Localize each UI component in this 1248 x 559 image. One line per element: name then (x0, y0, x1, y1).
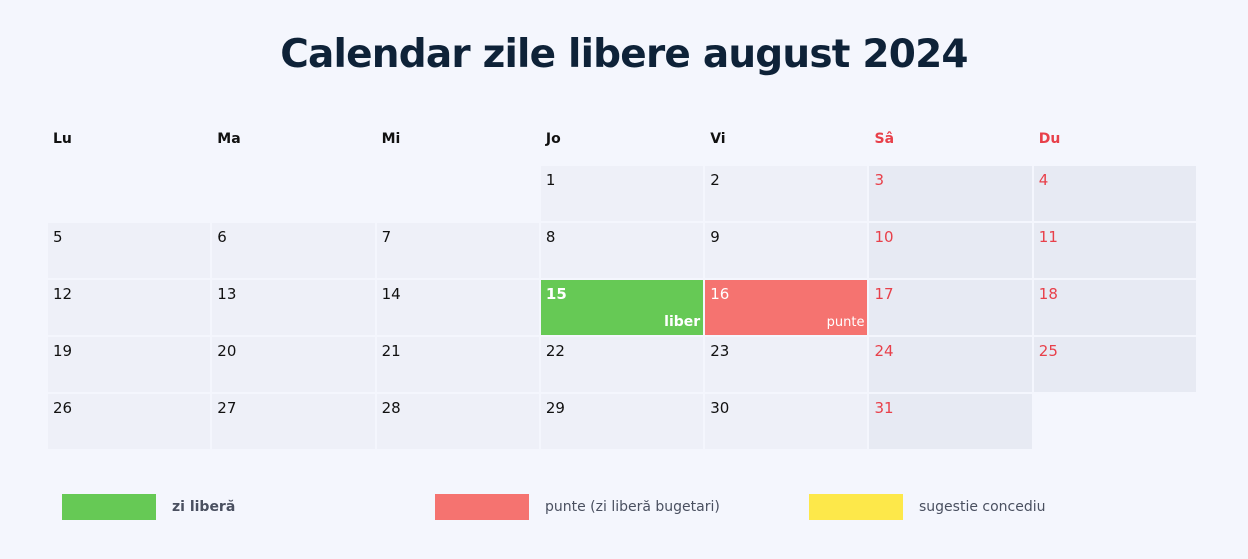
day-number: 21 (381, 342, 401, 360)
day-cell-19: 19 (48, 337, 211, 392)
day-cell-30: 30 (705, 394, 868, 449)
day-cell-27: 27 (212, 394, 375, 449)
legend-swatch-holiday (62, 494, 156, 520)
day-tag-holiday: liber (664, 314, 701, 330)
weekday-mi: Mi (381, 131, 401, 147)
day-number: 20 (217, 342, 237, 360)
weekday-jo: Jo (545, 131, 561, 147)
day-number: 6 (217, 228, 227, 246)
day-cell-7: 7 (376, 223, 539, 278)
empty-cell (212, 166, 374, 221)
day-cell-6: 6 (212, 223, 375, 278)
day-number: 13 (217, 285, 237, 303)
day-cell-26: 26 (48, 394, 211, 449)
day-number: 18 (1038, 285, 1058, 303)
legend-label-bridge: punte (zi liberă bugetari) (545, 499, 720, 515)
legend-swatch-vacation (809, 494, 903, 520)
day-cell-16: 16 punte (705, 280, 868, 335)
weekday-ma: Ma (217, 131, 241, 147)
day-cell-17: 17 (869, 280, 1032, 335)
legend-item-vacation: sugestie concediu (809, 494, 1046, 520)
day-number: 24 (874, 342, 894, 360)
day-number: 14 (381, 285, 401, 303)
empty-cell (377, 166, 539, 221)
day-number: 23 (710, 342, 730, 360)
day-cell-24: 24 (869, 337, 1032, 392)
weekday-vi: Vi (710, 131, 726, 147)
day-number: 8 (545, 228, 556, 246)
day-cell-12: 12 (48, 280, 211, 335)
calendar-grid: 1 2 3 4 5 6 7 8 9 10 11 12 13 14 15 liber 16 punte 17 18 19 2… (48, 166, 1197, 449)
day-number: 28 (381, 399, 401, 417)
day-number: 11 (1038, 228, 1058, 246)
day-number: 27 (217, 399, 237, 417)
day-number: 26 (53, 399, 73, 417)
day-cell-15: 15 liber (540, 280, 704, 335)
day-number: 19 (53, 342, 73, 360)
day-number: 31 (874, 399, 894, 417)
day-number: 12 (53, 285, 73, 303)
day-cell-10: 10 (869, 223, 1032, 278)
day-number: 10 (874, 228, 894, 246)
legend-item-holiday: zi liberă (62, 494, 235, 520)
weekday-du: Du (1038, 131, 1061, 147)
day-cell-20: 20 (212, 337, 375, 392)
day-number: 7 (381, 228, 392, 246)
day-cell-14: 14 (376, 280, 539, 335)
day-cell-3: 3 (869, 166, 1032, 221)
legend-label-vacation: sugestie concediu (919, 499, 1046, 515)
day-cell-8: 8 (540, 223, 704, 278)
day-number: 4 (1038, 171, 1049, 189)
day-cell-29: 29 (540, 394, 704, 449)
day-number: 25 (1038, 342, 1058, 360)
day-number: 16 (710, 285, 730, 303)
page-title: Calendar zile libere august 2024 (280, 32, 968, 77)
day-number: 1 (545, 171, 556, 189)
day-number: 17 (874, 285, 894, 303)
weekday-lu: Lu (53, 131, 72, 147)
day-number: 29 (545, 399, 565, 417)
day-number: 5 (53, 228, 63, 246)
day-cell-2: 2 (705, 166, 868, 221)
day-cell-1: 1 (540, 166, 704, 221)
day-number: 3 (874, 171, 885, 189)
day-cell-13: 13 (212, 280, 375, 335)
day-number: 22 (545, 342, 565, 360)
day-cell-22: 22 (540, 337, 704, 392)
empty-cell (48, 166, 210, 221)
day-tag-bridge: punte (826, 315, 865, 330)
day-cell-18: 18 (1033, 280, 1197, 335)
day-number: 30 (710, 399, 730, 417)
day-cell-28: 28 (376, 394, 539, 449)
day-number: 15 (545, 285, 567, 303)
day-cell-5: 5 (48, 223, 211, 278)
weekday-sâ: Sâ (874, 131, 895, 147)
weekday-header: Lu Ma Mi Jo Vi Sâ Du (48, 131, 1198, 147)
day-cell-25: 25 (1033, 337, 1197, 392)
day-number: 2 (710, 171, 720, 189)
legend-label-holiday: zi liberă (172, 499, 236, 515)
day-cell-21: 21 (376, 337, 539, 392)
legend-swatch-bridge (435, 494, 529, 520)
day-cell-11: 11 (1033, 223, 1197, 278)
day-cell-23: 23 (705, 337, 868, 392)
day-cell-31: 31 (869, 394, 1032, 449)
day-number: 9 (710, 228, 720, 246)
day-cell-4: 4 (1033, 166, 1197, 221)
legend-item-bridge: punte (zi liberă bugetari) (435, 494, 720, 520)
day-cell-9: 9 (705, 223, 868, 278)
